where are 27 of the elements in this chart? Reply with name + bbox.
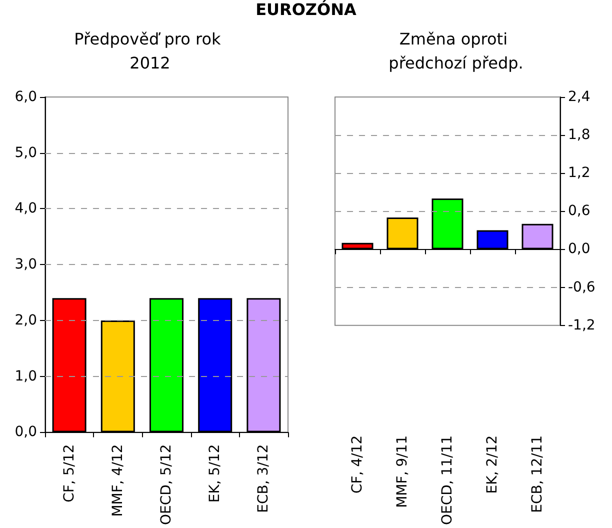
y-tick-label: 2,0 <box>14 312 37 328</box>
x-tick-label: CF, 4/12 <box>350 435 366 494</box>
y-tick-label: 0,0 <box>14 424 37 440</box>
y-tick-label: 3,0 <box>14 256 37 273</box>
x-tick-label: ECB, 3/12 <box>256 444 272 513</box>
x-tick-label: CF, 5/12 <box>61 444 78 502</box>
y2-tick-label: 1,2 <box>568 165 590 182</box>
y2-tick-label: 1,8 <box>568 127 590 144</box>
y2-tick-label: -0,6 <box>568 279 596 296</box>
x-tick-label: MMF, 9/11 <box>394 435 410 508</box>
x-tick-label: ECB, 12/11 <box>530 435 546 513</box>
y-tick-label: 6,0 <box>14 89 37 105</box>
x-tick-label: OECD, 11/11 <box>440 435 456 526</box>
y-tick-label: 5,0 <box>14 144 37 161</box>
text: EUROZÓNA <box>254 0 358 20</box>
y2-tick-label: 0,0 <box>568 241 590 258</box>
y-tick-label: 1,0 <box>14 368 37 384</box>
y-tick-label: 4,0 <box>14 200 37 217</box>
x-tick-label: MMF, 4/12 <box>110 444 126 517</box>
x-tick-label: EK, 2/12 <box>484 435 500 494</box>
chart-title: Změna oproti předchozí předp. <box>388 30 524 72</box>
chart-title: Předpověď pro rok 2012 <box>74 30 226 72</box>
y2-tick-label: -1,2 <box>568 317 596 334</box>
x-tick-label: EK, 5/12 <box>207 444 224 503</box>
y2-tick-label: 2,4 <box>568 89 590 105</box>
y2-tick-label: 0,6 <box>568 203 590 220</box>
x-tick-label: OECD, 5/12 <box>158 444 174 526</box>
